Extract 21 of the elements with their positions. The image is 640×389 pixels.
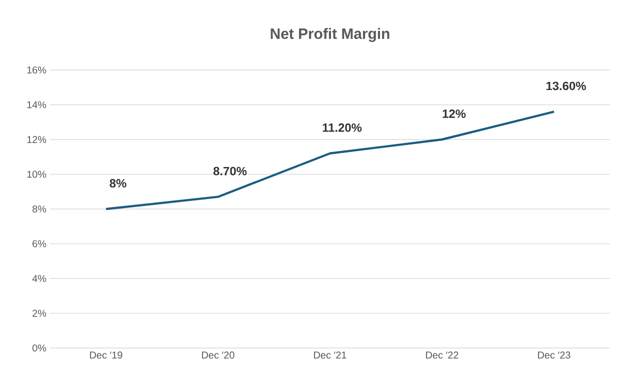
x-tick-label: Dec '22	[426, 352, 458, 359]
data-label: 12%	[442, 110, 466, 118]
y-tick-label: 0%	[32, 344, 46, 352]
y-tick-label: 8%	[32, 205, 46, 213]
y-tick-label: 14%	[27, 101, 46, 108]
y-tick-label: 6%	[32, 240, 46, 248]
x-tick-label: Dec '20	[202, 352, 234, 359]
data-label: 8%	[110, 179, 126, 188]
y-tick-label: 10%	[27, 170, 46, 178]
data-label: 8.70%	[213, 166, 247, 176]
y-tick-label: 16%	[27, 66, 46, 74]
x-tick-label: Dec '19	[90, 352, 122, 359]
y-tick-label: 12%	[27, 136, 46, 144]
data-label: 13.60%	[546, 82, 586, 90]
y-tick-label: 4%	[32, 275, 46, 282]
y-tick-label: 2%	[32, 310, 46, 317]
x-tick-label: Dec '21	[314, 352, 346, 359]
data-label: 11.20%	[322, 123, 362, 132]
chart-title: Net Profit Margin	[270, 28, 390, 42]
x-tick-label: Dec '23	[538, 352, 570, 359]
line-series	[104, 110, 556, 210]
